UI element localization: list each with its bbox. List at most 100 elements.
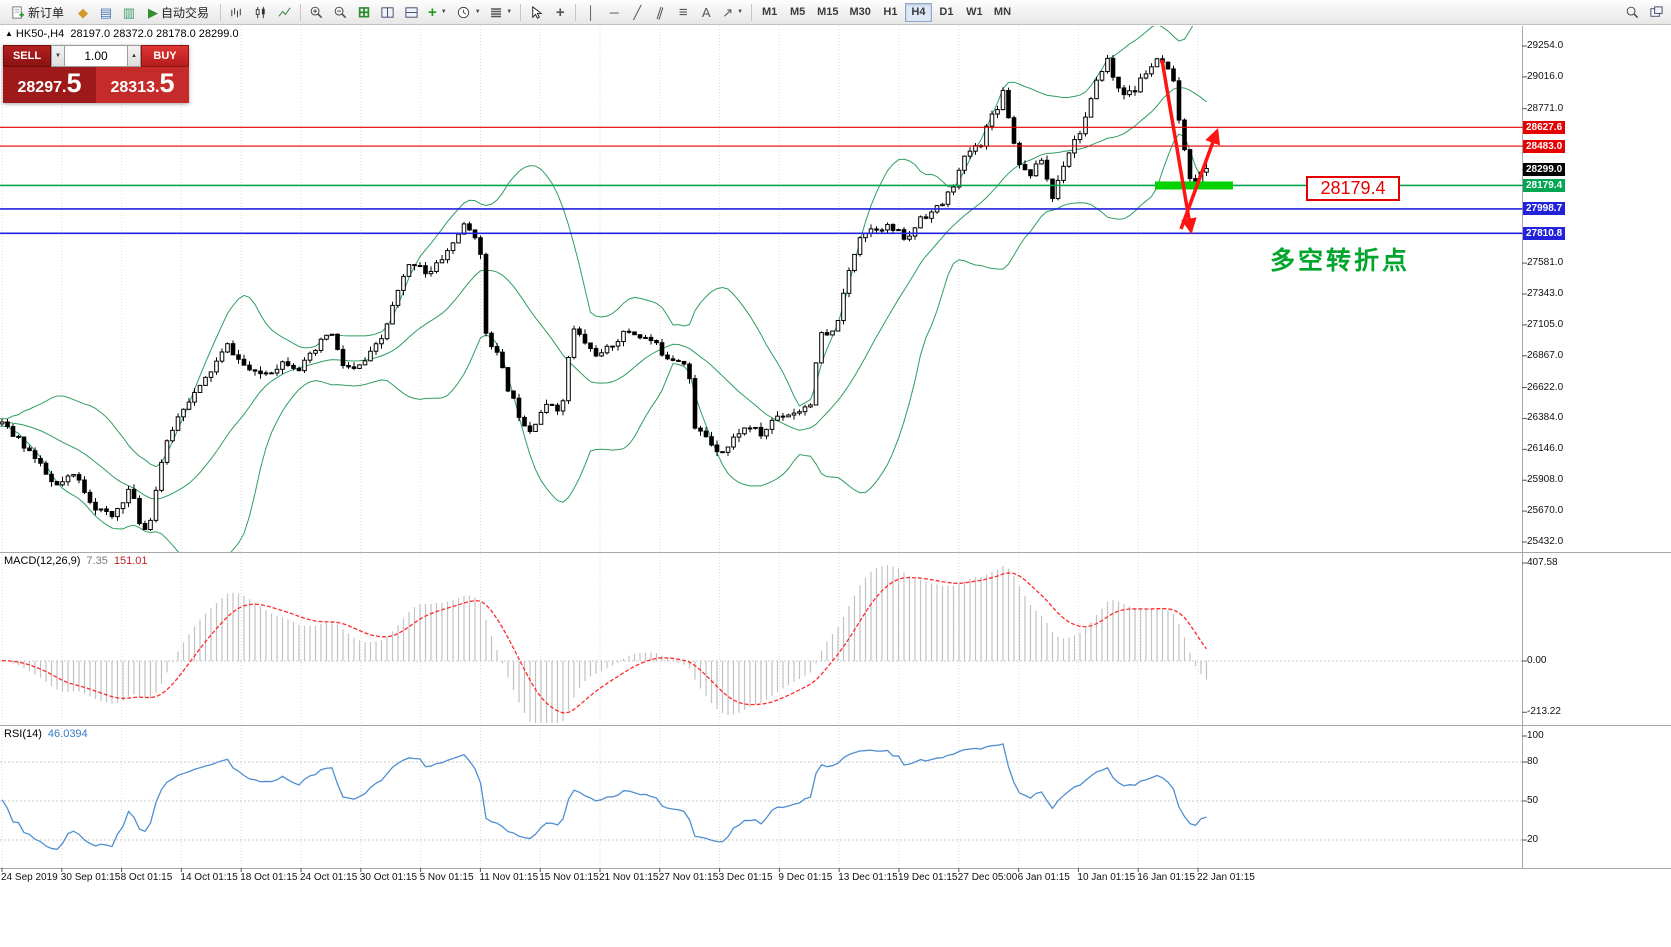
crosshair-button[interactable]: + bbox=[549, 2, 571, 23]
volume-decrease-button[interactable]: ▼ bbox=[51, 45, 65, 67]
chevron-down-icon: ▼ bbox=[474, 9, 481, 15]
zoom-out-icon bbox=[334, 6, 347, 18]
text-tool-button[interactable]: A bbox=[695, 2, 717, 23]
clock-icon bbox=[457, 6, 469, 18]
navigator-button[interactable]: ▥ bbox=[118, 2, 140, 23]
grid-lines bbox=[1, 26, 1199, 868]
arrow-tool-icon: ↗ bbox=[722, 4, 734, 20]
sell-price-main: 28297 bbox=[17, 79, 63, 96]
toolbar-separator bbox=[575, 3, 577, 21]
macd-signal-value: 151.01 bbox=[113, 555, 148, 567]
rsi-name: RSI(14) bbox=[4, 728, 42, 740]
chevron-down-icon: ▼ bbox=[506, 9, 513, 15]
timeframe-button-h4[interactable]: H4 bbox=[904, 2, 932, 22]
macd-signal-line bbox=[1, 572, 1208, 714]
sell-button[interactable]: SELL bbox=[3, 45, 51, 67]
navigator-icon: ▥ bbox=[122, 4, 136, 20]
line-chart-button[interactable] bbox=[273, 2, 296, 23]
indicators-button[interactable]: + ▼ bbox=[424, 2, 451, 23]
templates-button[interactable]: ≣ ▼ bbox=[486, 2, 517, 23]
candlestick-button[interactable] bbox=[249, 2, 272, 23]
trend-arrows[interactable] bbox=[1160, 59, 1221, 235]
cursor-icon bbox=[532, 5, 543, 19]
cursor-button[interactable] bbox=[525, 2, 548, 23]
template-icon: ≣ bbox=[489, 3, 503, 21]
new-window-icon bbox=[1650, 5, 1663, 17]
new-order-button[interactable]: 新订单 bbox=[3, 2, 71, 23]
main-toolbar: 新订单 ◆ ▤ ▥ ▶ 自动交易 ⊞ + ▼ ▼ ≣ ▼ + │ ─ ╱ ∥ ≡ A… bbox=[0, 0, 1671, 25]
trade-controls-row: SELL ▼ ▲ BUY bbox=[3, 45, 189, 67]
candlestick-icon bbox=[255, 6, 265, 18]
arrow-tool-button[interactable]: ↗ ▼ bbox=[718, 2, 747, 23]
buy-price-dot: . bbox=[155, 79, 160, 96]
macd-histogram bbox=[0, 565, 1522, 723]
rsi-line bbox=[1, 743, 1207, 851]
market-watch-icon: ◆ bbox=[78, 4, 89, 20]
channel-icon: ∥ bbox=[654, 3, 666, 21]
channel-button[interactable]: ∥ bbox=[649, 2, 671, 23]
zoom-out-button[interactable] bbox=[329, 2, 352, 23]
timeframe-button-w1[interactable]: W1 bbox=[961, 3, 988, 22]
timeframe-button-h1[interactable]: H1 bbox=[877, 3, 904, 22]
sell-price-dot: . bbox=[62, 79, 67, 96]
data-window-button[interactable]: ▤ bbox=[95, 2, 117, 23]
timeframe-button-m15[interactable]: M15 bbox=[812, 3, 843, 22]
step-down-icon: ▼ bbox=[55, 53, 61, 59]
bar-chart-icon bbox=[231, 7, 241, 17]
buy-button[interactable]: BUY bbox=[141, 45, 189, 67]
volume-increase-button[interactable]: ▲ bbox=[127, 45, 141, 67]
text-tool-icon: A bbox=[701, 4, 711, 20]
price-callout[interactable]: 28179.4 bbox=[1306, 176, 1400, 201]
vertical-line-button[interactable]: │ bbox=[580, 2, 602, 23]
timeframe-group: M1 M5 M15 M30 H1 H4 D1 W1 MN bbox=[756, 2, 1016, 22]
chart-surface[interactable] bbox=[0, 26, 1522, 552]
timeframe-button-m1[interactable]: M1 bbox=[756, 3, 783, 22]
chart-ohlc-header: ▲ HK50-,H4 28197.0 28372.0 28178.0 28299.… bbox=[5, 28, 239, 40]
cascade-windows-icon bbox=[405, 6, 418, 18]
one-click-trading-panel: SELL ▼ ▲ BUY 28297.5 28313.5 bbox=[3, 45, 189, 103]
horizontal-line-button[interactable]: ─ bbox=[603, 2, 625, 23]
grid-icon: ⊞ bbox=[357, 3, 371, 21]
new-order-label: 新订单 bbox=[28, 5, 65, 20]
volume-input[interactable] bbox=[65, 45, 127, 67]
add-indicator-icon: + bbox=[428, 3, 437, 21]
buy-price-main: 28313 bbox=[110, 79, 156, 96]
timeframe-button-m30[interactable]: M30 bbox=[845, 3, 876, 22]
cascade-windows-button[interactable] bbox=[400, 2, 423, 23]
buy-price-display[interactable]: 28313. 5 bbox=[96, 67, 189, 103]
sell-price-display[interactable]: 28297. 5 bbox=[3, 67, 96, 103]
turning-point-annotation[interactable]: 多空转折点 bbox=[1270, 247, 1411, 275]
support-highlight-bar[interactable] bbox=[1155, 181, 1233, 190]
vertical-line-icon: │ bbox=[587, 4, 596, 20]
new-window-button[interactable] bbox=[1645, 2, 1668, 23]
search-button[interactable] bbox=[1621, 2, 1644, 23]
zoom-in-button[interactable] bbox=[305, 2, 328, 23]
macd-main-value: 7.35 bbox=[86, 555, 108, 567]
toolbar-separator bbox=[751, 3, 753, 21]
chevron-down-icon: ▼ bbox=[440, 9, 447, 15]
horizontal-line-icon: ─ bbox=[609, 4, 619, 20]
timeframe-button-m5[interactable]: M5 bbox=[784, 3, 811, 22]
timeframe-button-mn[interactable]: MN bbox=[989, 3, 1016, 22]
sell-price-pips: 5 bbox=[66, 68, 82, 98]
trendline-icon: ╱ bbox=[633, 4, 642, 20]
autotrading-button[interactable]: ▶ 自动交易 bbox=[141, 2, 216, 23]
horizontal-level-lines[interactable] bbox=[0, 126, 1522, 235]
data-window-icon: ▤ bbox=[99, 4, 113, 20]
fibonacci-button[interactable]: ≡ bbox=[672, 2, 694, 23]
symbol-marker-icon: ▲ bbox=[5, 29, 13, 38]
autotrading-play-icon: ▶ bbox=[148, 4, 159, 20]
periods-button[interactable]: ▼ bbox=[452, 2, 485, 23]
timeframe-button-d1[interactable]: D1 bbox=[933, 3, 960, 22]
line-chart-icon bbox=[278, 7, 291, 17]
strategy-grid-button[interactable]: ⊞ bbox=[353, 2, 375, 23]
symbol-period-label: HK50-,H4 bbox=[15, 28, 65, 40]
market-watch-button[interactable]: ◆ bbox=[72, 2, 94, 23]
tile-windows-button[interactable] bbox=[376, 2, 399, 23]
bar-chart-button[interactable] bbox=[225, 2, 248, 23]
trendline-button[interactable]: ╱ bbox=[626, 2, 648, 23]
tile-windows-icon bbox=[381, 6, 394, 18]
toolbar-separator bbox=[300, 3, 302, 21]
